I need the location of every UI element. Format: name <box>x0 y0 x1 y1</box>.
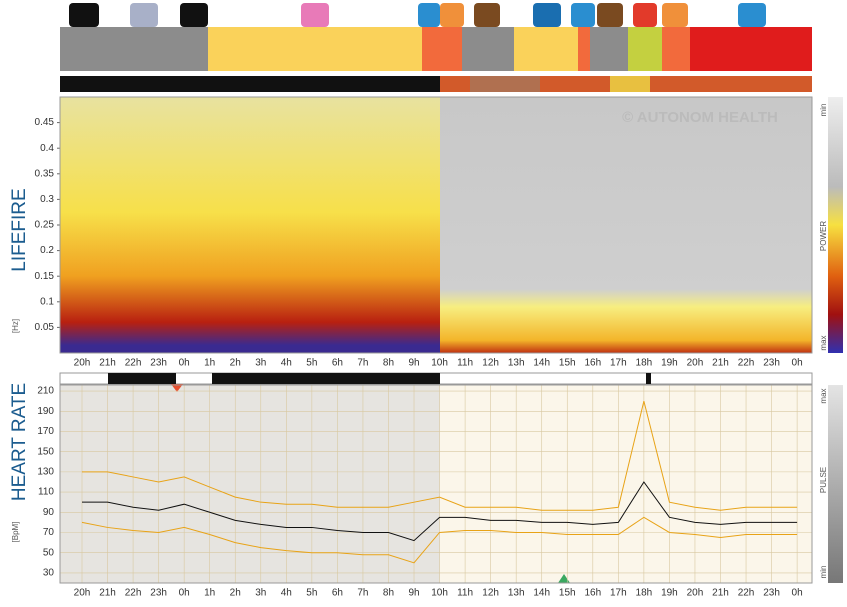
x-tick-label: 4h <box>281 358 292 369</box>
x-tick-label: 3h <box>255 358 266 369</box>
x-tick-label: 5h <box>306 588 317 599</box>
x-tick-label: 17h <box>610 358 627 369</box>
x-tick-label: 16h <box>584 358 601 369</box>
x-tick-label: 7h <box>357 588 368 599</box>
y-tick-label: 0.15 <box>35 271 55 282</box>
y-tick-label: 0.45 <box>35 117 55 128</box>
x-tick-label: 9h <box>408 358 419 369</box>
x-tick-label: 0h <box>179 358 190 369</box>
x-tick-label: 16h <box>584 588 601 599</box>
x-tick-label: 23h <box>150 358 167 369</box>
x-tick-label: 10h <box>431 588 448 599</box>
x-tick-label: 8h <box>383 588 394 599</box>
colorbar-label: max <box>819 335 828 350</box>
y-tick-label: 170 <box>37 426 54 437</box>
x-tick-label: 18h <box>636 358 653 369</box>
x-tick-label: 9h <box>408 588 419 599</box>
y-tick-label: 0.3 <box>40 194 54 205</box>
x-tick-label: 22h <box>125 358 142 369</box>
x-tick-label: 22h <box>125 588 142 599</box>
colorbar-label: min <box>819 104 828 117</box>
x-tick-label: 13h <box>508 358 525 369</box>
x-tick-label: 0h <box>792 358 803 369</box>
x-tick-label: 20h <box>687 588 704 599</box>
x-tick-label: 18h <box>636 588 653 599</box>
x-tick-label: 7h <box>357 358 368 369</box>
x-tick-label: 3h <box>255 588 266 599</box>
x-tick-label: 1h <box>204 588 215 599</box>
chart-title: LIFEFIRE <box>9 188 30 271</box>
x-tick-label: 14h <box>533 588 550 599</box>
plot-frame <box>59 384 813 584</box>
y-tick-label: 70 <box>43 527 55 538</box>
x-tick-label: 11h <box>457 588 473 599</box>
x-tick-label: 21h <box>712 358 729 369</box>
activity-band <box>60 3 812 92</box>
colorbar-label: max <box>819 388 828 403</box>
x-tick-label: 10h <box>431 358 448 369</box>
x-tick-label: 23h <box>763 588 780 599</box>
chart-title: HEART RATE <box>9 383 30 501</box>
x-tick-label: 23h <box>150 588 167 599</box>
x-tick-label: 21h <box>99 588 116 599</box>
x-tick-label: 15h <box>559 358 576 369</box>
y-tick-label: 150 <box>37 446 54 457</box>
x-tick-label: 8h <box>383 358 394 369</box>
colorbar-label: PULSE <box>819 467 828 493</box>
x-tick-label: 22h <box>738 358 755 369</box>
hr-line <box>82 401 798 511</box>
x-tick-label: 13h <box>508 588 525 599</box>
x-tick-label: 21h <box>712 588 729 599</box>
x-tick-label: 6h <box>332 588 343 599</box>
hr-line <box>82 481 798 542</box>
x-tick-label: 12h <box>482 588 499 599</box>
plot-frame <box>59 96 813 354</box>
x-tick-label: 23h <box>763 358 780 369</box>
y-tick-label: 50 <box>43 547 55 558</box>
x-tick-label: 21h <box>99 358 116 369</box>
y-axis-label: [BpM] <box>11 522 20 543</box>
y-tick-label: 210 <box>37 386 54 397</box>
y-tick-label: 0.1 <box>40 296 54 307</box>
y-axis-label: [Hz] <box>11 319 20 333</box>
watermark: © AUTONOM HEALTH <box>622 109 778 126</box>
x-tick-label: 20h <box>74 358 91 369</box>
y-tick-label: 30 <box>43 568 55 579</box>
y-tick-label: 0.25 <box>35 220 55 231</box>
x-tick-label: 15h <box>559 588 576 599</box>
y-tick-label: 0.35 <box>35 168 55 179</box>
y-tick-label: 130 <box>37 467 54 478</box>
x-tick-label: 11h <box>457 358 473 369</box>
y-tick-label: 0.2 <box>40 245 54 256</box>
colorbar-label: min <box>819 566 828 579</box>
x-tick-label: 22h <box>738 588 755 599</box>
x-tick-label: 0h <box>179 588 190 599</box>
spectrogram <box>60 97 843 353</box>
x-tick-label: 1h <box>204 358 215 369</box>
x-tick-label: 6h <box>332 358 343 369</box>
hr-line <box>81 516 798 564</box>
colorbar-label: POWER <box>819 221 828 251</box>
y-tick-label: 110 <box>38 487 54 498</box>
y-tick-label: 0.05 <box>35 322 55 333</box>
x-tick-label: 20h <box>687 358 704 369</box>
x-tick-label: 12h <box>482 358 499 369</box>
hr-background <box>59 372 843 583</box>
x-tick-label: 19h <box>661 358 678 369</box>
x-tick-label: 0h <box>792 588 803 599</box>
x-tick-label: 19h <box>661 588 678 599</box>
x-tick-label: 4h <box>281 588 292 599</box>
x-tick-label: 2h <box>230 358 241 369</box>
x-tick-label: 20h <box>74 588 91 599</box>
y-tick-label: 190 <box>37 406 54 417</box>
x-tick-label: 17h <box>610 588 627 599</box>
y-tick-label: 90 <box>43 507 55 518</box>
x-tick-label: 2h <box>230 588 241 599</box>
x-tick-label: 14h <box>533 358 550 369</box>
x-tick-label: 5h <box>306 358 317 369</box>
y-tick-label: 0.4 <box>40 143 54 154</box>
